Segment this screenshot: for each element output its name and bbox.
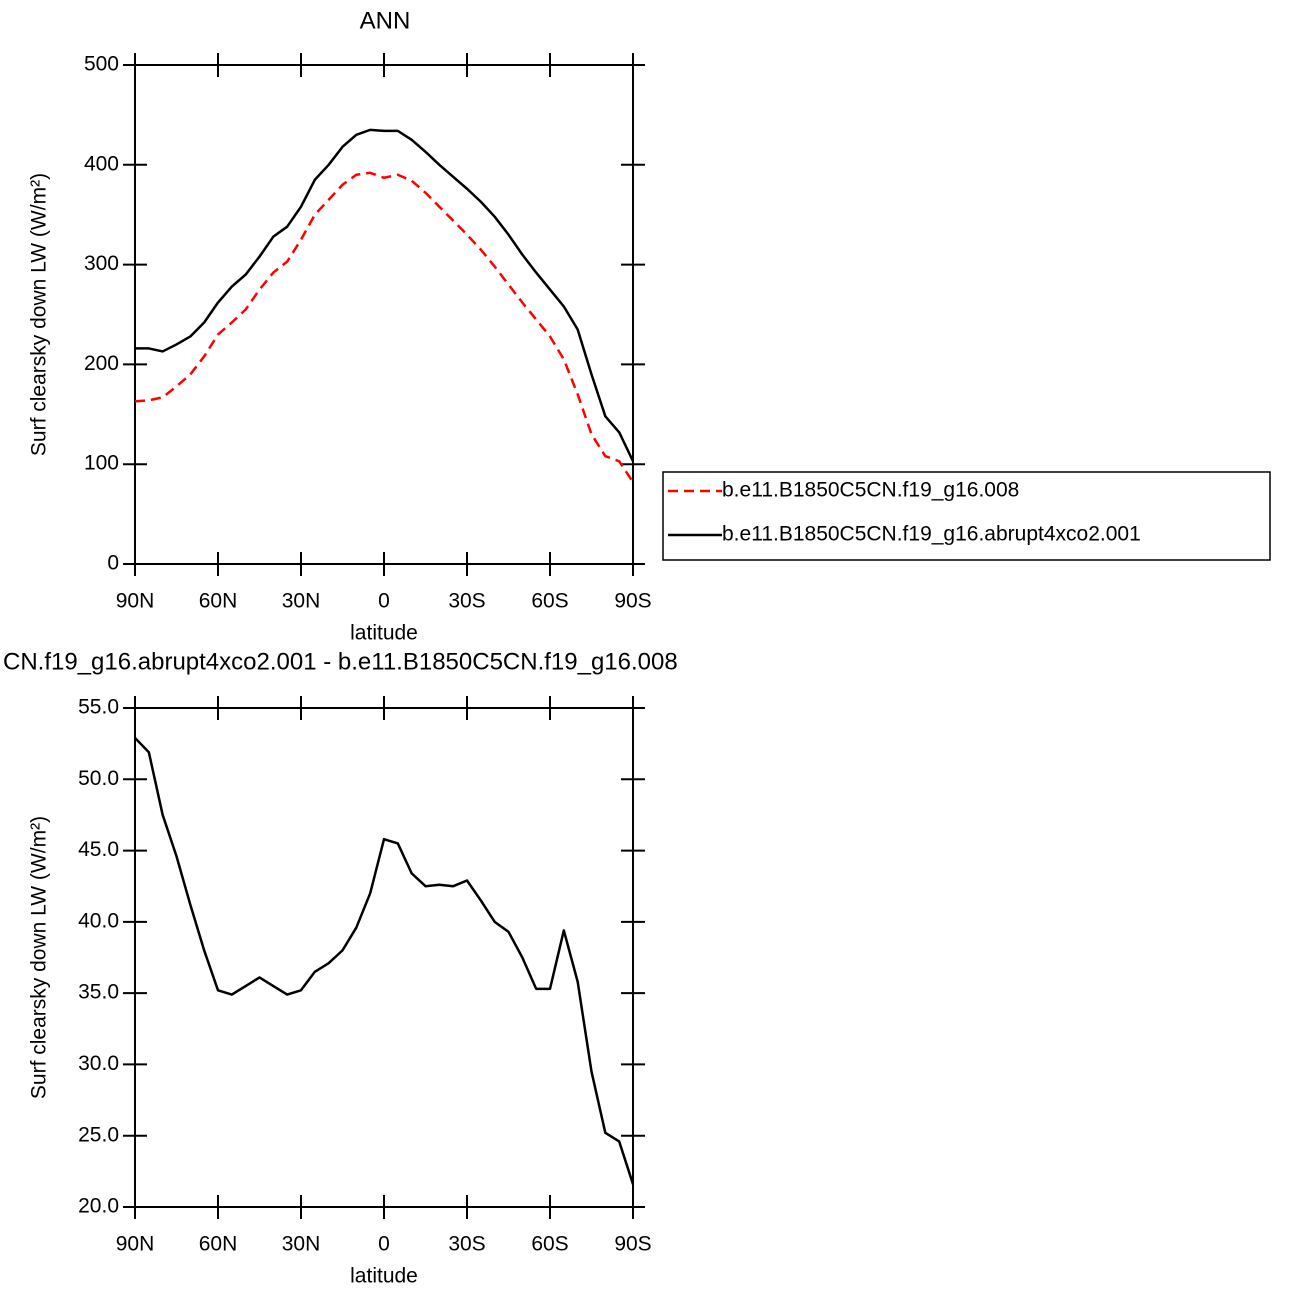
x-tick-label: 60S — [531, 590, 568, 613]
y-tick-label: 30.0 — [78, 1052, 119, 1075]
chart-title: CN.f19_g16.abrupt4xco2.001 - b.e11.B1850… — [3, 648, 678, 675]
x-tick-label: 60S — [531, 1233, 568, 1256]
x-tick-label: 60N — [199, 590, 238, 613]
y-tick-label: 20.0 — [78, 1195, 119, 1218]
x-axis-label: latitude — [350, 1265, 418, 1288]
y-tick-label: 500 — [84, 53, 119, 76]
data-line — [134, 171, 635, 483]
data-line — [134, 737, 635, 1185]
x-tick-label: 0 — [378, 590, 390, 613]
legend-label: b.e11.B1850C5CN.f19_g16.abrupt4xco2.001 — [722, 523, 1141, 546]
y-tick-label: 200 — [84, 352, 119, 375]
legend-label: b.e11.B1850C5CN.f19_g16.008 — [722, 479, 1019, 502]
y-tick-label: 300 — [84, 252, 119, 275]
x-tick-label: 30N — [282, 590, 321, 613]
plot-frame — [134, 707, 634, 1208]
data-line — [135, 128, 635, 462]
x-tick-label: 30S — [448, 1233, 485, 1256]
x-tick-label: 30S — [448, 590, 485, 613]
x-tick-label: 90N — [116, 1233, 155, 1256]
y-tick-label: 45.0 — [78, 838, 119, 861]
plot-frame — [134, 64, 634, 565]
x-tick-label: 90N — [116, 590, 155, 613]
y-tick-label: 25.0 — [78, 1123, 119, 1146]
x-axis-label: latitude — [350, 622, 418, 645]
y-tick-label: 100 — [84, 452, 119, 475]
x-tick-label: 90S — [614, 1233, 651, 1256]
chart-title: ANN — [360, 7, 411, 34]
y-tick-label: 400 — [84, 152, 119, 175]
y-axis-label: Surf clearsky down LW (W/m²) — [28, 816, 51, 1099]
x-tick-label: 90S — [614, 590, 651, 613]
x-tick-label: 0 — [378, 1233, 390, 1256]
y-axis-label: Surf clearsky down LW (W/m²) — [28, 173, 51, 456]
x-tick-label: 60N — [199, 1233, 238, 1256]
legend-box — [662, 471, 1271, 561]
y-tick-label: 55.0 — [78, 696, 119, 719]
y-tick-label: 35.0 — [78, 981, 119, 1004]
y-tick-label: 50.0 — [78, 767, 119, 790]
y-tick-label: 0 — [107, 552, 119, 575]
y-tick-label: 40.0 — [78, 909, 119, 932]
x-tick-label: 30N — [282, 1233, 321, 1256]
